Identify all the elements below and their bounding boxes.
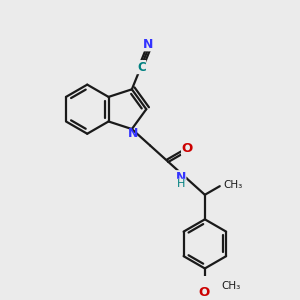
Text: N: N [143,38,153,51]
Text: H: H [176,179,185,189]
Text: N: N [128,127,139,140]
Text: O: O [182,142,193,155]
Text: C: C [137,61,146,74]
Text: N: N [176,171,186,184]
Text: CH₃: CH₃ [221,281,241,291]
Text: O: O [199,286,210,299]
Text: CH₃: CH₃ [223,180,242,190]
